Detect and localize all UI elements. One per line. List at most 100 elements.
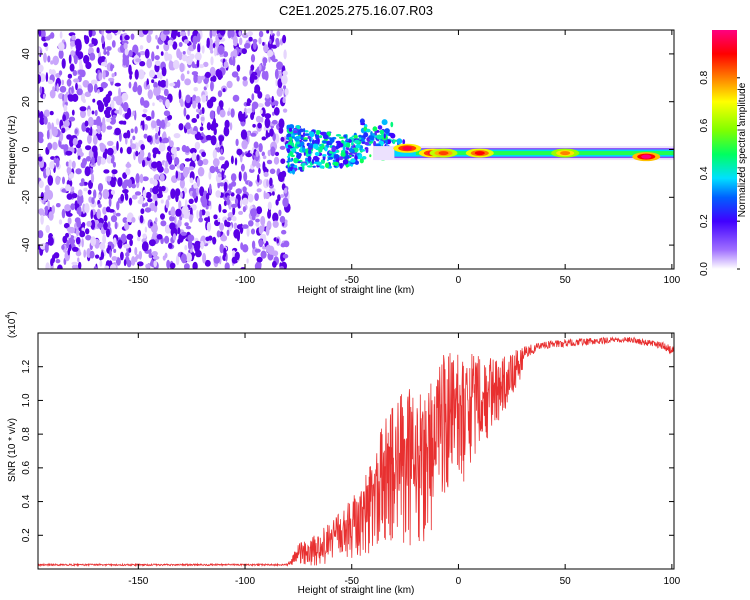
noise-blob: [55, 157, 60, 168]
noise-blob: [270, 146, 276, 157]
noise-blob: [46, 129, 50, 140]
noise-blob: [283, 240, 290, 248]
noise-blob: [258, 143, 263, 153]
noise-blob: [50, 258, 54, 267]
noise-blob: [83, 34, 87, 41]
noise-blob: [155, 34, 158, 40]
noise-blob: [47, 79, 54, 85]
noise-blob: [69, 226, 75, 234]
noise-blob: [142, 100, 150, 108]
noise-blob: [50, 69, 56, 76]
noise-blob: [128, 81, 132, 89]
noise-blob: [170, 30, 177, 37]
noise-blob: [66, 193, 73, 200]
noise-blob: [125, 57, 130, 68]
noise-blob: [201, 107, 205, 115]
ridge-inner: [415, 151, 674, 156]
noise-blob: [103, 215, 108, 222]
y-tick-label: 0.4: [21, 494, 32, 508]
noise-blob: [194, 240, 202, 249]
x-tick-label: -150: [128, 576, 148, 587]
noise-blob: [145, 263, 151, 269]
noise-blob: [282, 97, 286, 104]
noise-blob: [159, 72, 163, 80]
multiplier-base: (x10: [7, 318, 18, 338]
noise-blob: [45, 224, 50, 234]
noise-blob: [77, 189, 83, 197]
noise-blob: [274, 151, 280, 156]
noise-blob: [185, 114, 190, 120]
noise-blob: [141, 113, 147, 118]
noise-blob: [243, 111, 246, 123]
noise-blob: [203, 61, 209, 68]
noise-blob: [163, 30, 170, 35]
noise-blob: [177, 219, 182, 227]
noise-blob: [260, 250, 267, 259]
signal-blob: [302, 147, 306, 153]
noise-blob: [152, 186, 159, 195]
noise-blob: [43, 52, 47, 63]
noise-blob: [168, 60, 174, 71]
noise-blob: [254, 193, 259, 201]
noise-blob: [41, 199, 45, 204]
noise-blob: [65, 161, 69, 167]
noise-blob: [223, 247, 227, 258]
noise-blob: [138, 250, 142, 260]
noise-blob: [107, 140, 114, 146]
noise-blob: [204, 217, 210, 222]
noise-blob: [212, 117, 216, 127]
noise-blob: [61, 58, 66, 69]
noise-blob: [252, 40, 257, 50]
noise-blob: [246, 131, 251, 137]
noise-blob: [179, 163, 185, 171]
signal-blob: [356, 152, 360, 156]
signal-blob: [291, 146, 297, 153]
noise-blob: [232, 216, 237, 222]
noise-blob: [232, 35, 238, 47]
signal-blob: [301, 162, 306, 166]
noise-blob: [223, 61, 229, 69]
noise-blob: [232, 206, 236, 216]
noise-blob: [164, 235, 170, 244]
noise-blob: [218, 156, 225, 161]
noise-blob: [58, 42, 65, 51]
noise-blob: [116, 201, 120, 211]
noise-blob: [154, 217, 158, 223]
signal-blob: [373, 140, 377, 147]
noise-blob: [172, 41, 178, 50]
signal-blob: [314, 139, 319, 144]
noise-blob: [48, 68, 53, 75]
noise-blob: [38, 208, 45, 215]
noise-blob: [219, 182, 225, 187]
noise-blob: [111, 40, 116, 48]
noise-blob: [39, 86, 43, 94]
noise-blob: [68, 54, 72, 64]
signal-blob: [303, 128, 306, 133]
noise-blob: [242, 197, 249, 206]
noise-blob: [105, 228, 111, 238]
snr-line: [38, 336, 674, 568]
noise-blob: [66, 134, 72, 140]
signal-blob: [396, 138, 403, 145]
signal-blob: [326, 159, 329, 162]
noise-blob: [93, 83, 98, 93]
noise-blob: [137, 229, 141, 238]
signal-blob: [346, 142, 351, 148]
noise-blob: [179, 215, 183, 221]
noise-blob: [134, 126, 138, 134]
noise-blob: [224, 219, 228, 227]
noise-blob: [126, 161, 130, 167]
y-tick-label: 0.2: [21, 528, 32, 542]
noise-blob: [269, 128, 274, 137]
y-tick-label: 1.0: [21, 393, 32, 407]
noise-blob: [160, 51, 164, 56]
noise-blob: [236, 75, 240, 82]
noise-blob: [278, 209, 282, 216]
noise-blob: [71, 35, 76, 41]
noise-blob: [179, 31, 187, 37]
noise-blob: [144, 207, 152, 213]
x-tick-label: 0: [456, 275, 462, 286]
noise-blob: [102, 234, 106, 245]
noise-blob: [45, 72, 49, 83]
noise-blob: [178, 123, 184, 131]
